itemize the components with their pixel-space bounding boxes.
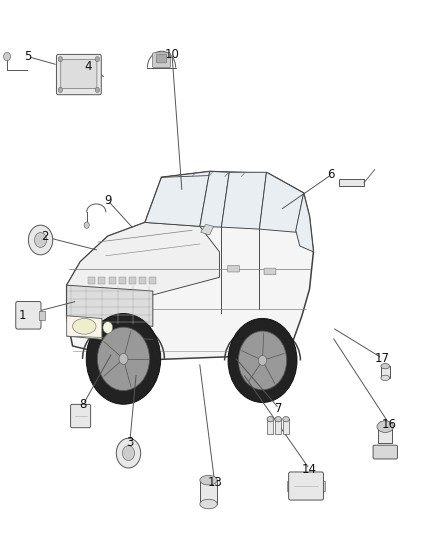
Ellipse shape bbox=[200, 499, 217, 509]
Bar bbox=[378, 426, 392, 442]
Bar bbox=[88, 277, 95, 284]
Circle shape bbox=[28, 225, 53, 255]
FancyBboxPatch shape bbox=[156, 54, 167, 63]
Ellipse shape bbox=[73, 319, 96, 334]
Circle shape bbox=[95, 87, 99, 93]
Text: 6: 6 bbox=[328, 168, 335, 181]
Circle shape bbox=[119, 353, 128, 365]
Polygon shape bbox=[67, 222, 219, 297]
Bar bbox=[109, 277, 116, 284]
Circle shape bbox=[95, 56, 99, 62]
Polygon shape bbox=[259, 172, 304, 232]
FancyBboxPatch shape bbox=[264, 268, 276, 274]
Ellipse shape bbox=[200, 475, 217, 485]
FancyBboxPatch shape bbox=[152, 53, 171, 68]
Circle shape bbox=[86, 313, 161, 404]
Text: 7: 7 bbox=[276, 402, 283, 415]
FancyBboxPatch shape bbox=[57, 54, 101, 95]
Ellipse shape bbox=[110, 340, 121, 347]
Bar bbox=[275, 419, 281, 434]
Text: 13: 13 bbox=[207, 476, 222, 489]
Circle shape bbox=[97, 327, 149, 391]
Ellipse shape bbox=[381, 364, 390, 369]
Ellipse shape bbox=[103, 321, 113, 334]
Bar bbox=[322, 481, 325, 491]
Text: 4: 4 bbox=[85, 60, 92, 72]
Text: 5: 5 bbox=[24, 50, 31, 63]
FancyBboxPatch shape bbox=[71, 405, 91, 427]
Polygon shape bbox=[221, 172, 266, 229]
Ellipse shape bbox=[381, 375, 390, 381]
Bar bbox=[381, 366, 390, 378]
Circle shape bbox=[116, 438, 141, 468]
Circle shape bbox=[58, 87, 63, 93]
Bar bbox=[99, 277, 106, 284]
Circle shape bbox=[84, 222, 89, 228]
FancyBboxPatch shape bbox=[228, 265, 240, 272]
Bar bbox=[339, 179, 364, 187]
Polygon shape bbox=[296, 193, 314, 252]
Circle shape bbox=[258, 356, 267, 366]
Circle shape bbox=[58, 56, 63, 62]
FancyBboxPatch shape bbox=[289, 472, 323, 500]
FancyBboxPatch shape bbox=[16, 302, 41, 329]
Ellipse shape bbox=[283, 417, 289, 422]
Bar bbox=[129, 277, 136, 284]
Text: 9: 9 bbox=[104, 194, 112, 207]
Circle shape bbox=[238, 331, 286, 390]
Text: 17: 17 bbox=[374, 352, 390, 365]
Circle shape bbox=[35, 232, 47, 247]
Text: 1: 1 bbox=[18, 309, 26, 322]
Polygon shape bbox=[67, 172, 314, 360]
Bar bbox=[149, 277, 156, 284]
FancyBboxPatch shape bbox=[373, 445, 397, 459]
Polygon shape bbox=[200, 172, 229, 227]
Ellipse shape bbox=[267, 417, 274, 422]
Bar bbox=[119, 277, 126, 284]
Circle shape bbox=[122, 446, 134, 461]
Bar bbox=[39, 311, 46, 319]
Polygon shape bbox=[201, 224, 214, 235]
Text: 14: 14 bbox=[302, 463, 317, 475]
Bar bbox=[139, 277, 146, 284]
Circle shape bbox=[228, 318, 297, 402]
Text: 16: 16 bbox=[382, 418, 397, 431]
Text: 8: 8 bbox=[80, 398, 87, 411]
Text: 3: 3 bbox=[126, 436, 134, 449]
Polygon shape bbox=[145, 172, 210, 227]
Text: 2: 2 bbox=[41, 230, 49, 243]
Bar bbox=[200, 480, 217, 504]
Ellipse shape bbox=[377, 421, 393, 432]
Bar bbox=[267, 419, 273, 434]
Ellipse shape bbox=[275, 417, 282, 422]
Circle shape bbox=[4, 52, 11, 61]
Text: 10: 10 bbox=[165, 48, 180, 61]
Bar bbox=[283, 419, 289, 434]
Polygon shape bbox=[67, 316, 102, 340]
Bar bbox=[287, 481, 290, 491]
FancyBboxPatch shape bbox=[61, 60, 97, 88]
Polygon shape bbox=[67, 285, 153, 326]
